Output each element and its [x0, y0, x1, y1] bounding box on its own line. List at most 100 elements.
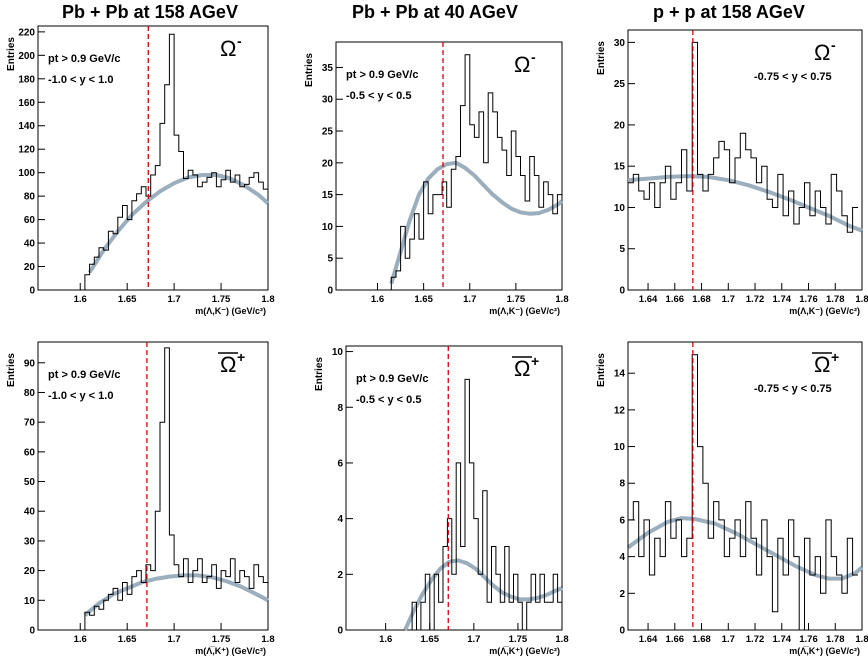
- x-tick-label: 1.8: [855, 634, 868, 645]
- y-tick-label: 120: [18, 145, 35, 156]
- y-tick-label: 0: [327, 286, 333, 297]
- x-tick-label: 1.8: [555, 294, 568, 305]
- x-axis-label: m(Λ̅,K⁺) (GeV/c²): [489, 646, 560, 656]
- fit-curve: [403, 558, 563, 631]
- fit-curve: [627, 174, 863, 233]
- panel-annotation: -0.5 < y < 0.5: [356, 394, 421, 406]
- plot-frame: [627, 341, 863, 631]
- fit-curve: [87, 173, 270, 274]
- column-title-pp-158: p + p at 158 AGeV: [653, 2, 805, 22]
- anti-omega-plus-symbol: Ω: [220, 352, 236, 377]
- y-tick-label: 2: [619, 589, 625, 600]
- y-tick-label: 160: [18, 98, 35, 109]
- x-tick-label: 1.76: [799, 634, 818, 645]
- x-tick-label: 1.6: [74, 634, 87, 645]
- charge-superscript: -: [531, 49, 536, 65]
- x-tick-label: 1.75: [509, 634, 528, 645]
- y-tick-label: 80: [24, 192, 36, 203]
- y-tick-label: 60: [24, 215, 36, 226]
- y-tick-label: 20: [24, 262, 36, 273]
- column-title-pbpb-40: Pb + Pb at 40 AGeV: [352, 2, 518, 22]
- y-tick-label: 30: [322, 95, 334, 106]
- plot-frame: [37, 25, 269, 291]
- y-tick-label: 0: [337, 626, 343, 637]
- y-tick-label: 60: [24, 447, 36, 458]
- x-axis-label: m(Λ,K⁻) (GeV/c²): [789, 306, 860, 316]
- anti-omega-plus-symbol: Ω: [814, 352, 830, 377]
- y-tick-label: 30: [24, 536, 36, 547]
- y-axis-label: Entries: [596, 41, 607, 75]
- x-tick-label: 1.8: [261, 634, 274, 645]
- y-tick-label: 80: [24, 388, 36, 399]
- x-tick-label: 1.66: [666, 634, 685, 645]
- x-tick-label: 1.6: [379, 634, 392, 645]
- panel-annotation: pt > 0.9 GeV/c: [48, 53, 120, 65]
- panel-annotation: -1.0 < y < 1.0: [48, 390, 113, 402]
- y-tick-label: 20: [24, 566, 36, 577]
- histogram-panel-5: 0 2 4 6 8 10 1.6 1.65 1.7 1.75 1.8 Entries m(Λ̅,K⁺) …: [314, 345, 569, 656]
- charge-superscript: +: [237, 349, 245, 365]
- plot-frame: [627, 29, 863, 291]
- x-tick-label: 1.64: [639, 634, 658, 645]
- x-tick-label: 1.66: [666, 294, 685, 305]
- y-axis-label: Entries: [6, 37, 17, 71]
- y-tick-label: 15: [614, 162, 626, 173]
- omega-minus-symbol: Ω: [514, 52, 530, 77]
- x-tick-label: 1.75: [507, 294, 526, 305]
- x-tick-label: 1.6: [74, 294, 87, 305]
- histogram-steps: [627, 41, 858, 290]
- histogram-panel-1: 0 20 40 60 80 100 120 140 160 180 200 220 1.6 1.65 1.7…: [6, 25, 275, 316]
- histogram-steps: [627, 354, 858, 631]
- x-tick-label: 1.78: [826, 294, 845, 305]
- y-tick-label: 140: [18, 121, 35, 132]
- y-axis-label: Entries: [314, 357, 325, 391]
- x-tick-label: 1.8: [555, 634, 568, 645]
- y-tick-label: 6: [619, 515, 625, 526]
- x-tick-label: 1.8: [855, 294, 868, 305]
- y-tick-label: 8: [619, 479, 625, 490]
- y-tick-label: 25: [322, 127, 334, 138]
- x-tick-label: 1.65: [414, 294, 433, 305]
- fit-curve: [389, 160, 564, 285]
- x-axis-label: m(Λ,K⁻) (GeV/c²): [489, 306, 560, 316]
- x-tick-label: 1.72: [746, 294, 765, 305]
- y-tick-label: 5: [619, 244, 625, 255]
- y-tick-label: 30: [614, 38, 626, 49]
- x-tick-label: 1.65: [118, 634, 137, 645]
- y-tick-label: 8: [337, 403, 343, 414]
- histogram-panel-3: 0 5 10 15 20 25 30 1.64 1.66 1.68 1.7 1.72 1.74 1.76 1…: [596, 29, 868, 316]
- histogram-panel-2: 0 5 10 15 20 25 30 35 1.6 1.65 1.7 1.75 1.8 Entries m(…: [304, 41, 569, 316]
- x-tick-label: 1.6: [371, 294, 384, 305]
- y-tick-label: 15: [322, 190, 334, 201]
- y-tick-label: 200: [18, 51, 35, 62]
- y-axis-label: Entries: [304, 53, 315, 87]
- panel-annotation: pt > 0.9 GeV/c: [346, 69, 418, 81]
- y-tick-label: 90: [24, 358, 36, 369]
- histogram-panel-6: 0 2 4 6 8 10 12 14 1.64 1.66 1.68 1.7 1.72 1.74 1.76 1.…: [596, 341, 868, 656]
- panel-annotation: -1.0 < y < 1.0: [48, 74, 113, 86]
- y-tick-label: 220: [18, 27, 35, 38]
- y-tick-label: 20: [614, 120, 626, 131]
- y-tick-label: 40: [24, 507, 36, 518]
- x-tick-label: 1.74: [773, 634, 792, 645]
- column-title-pbpb-158: Pb + Pb at 158 AGeV: [62, 2, 238, 22]
- histogram-steps: [407, 378, 562, 631]
- x-tick-label: 1.76: [799, 294, 818, 305]
- y-tick-label: 10: [24, 596, 36, 607]
- x-axis-label: m(Λ,K⁻) (GeV/c²): [195, 306, 266, 316]
- y-tick-label: 4: [619, 552, 625, 563]
- omega-minus-symbol: Ω: [814, 40, 830, 65]
- y-tick-label: 100: [18, 168, 35, 179]
- x-tick-label: 1.78: [826, 634, 845, 645]
- plot-frame: [335, 41, 563, 291]
- y-tick-label: 12: [614, 405, 626, 416]
- panel-annotation: pt > 0.9 GeV/c: [48, 369, 120, 381]
- x-tick-label: 1.68: [692, 634, 711, 645]
- x-tick-label: 1.7: [463, 294, 476, 305]
- y-tick-label: 20: [322, 158, 334, 169]
- y-axis-label: Entries: [596, 353, 607, 387]
- y-tick-label: 50: [24, 477, 36, 488]
- x-tick-label: 1.7: [168, 294, 181, 305]
- panel-annotation: -0.5 < y < 0.5: [346, 90, 411, 102]
